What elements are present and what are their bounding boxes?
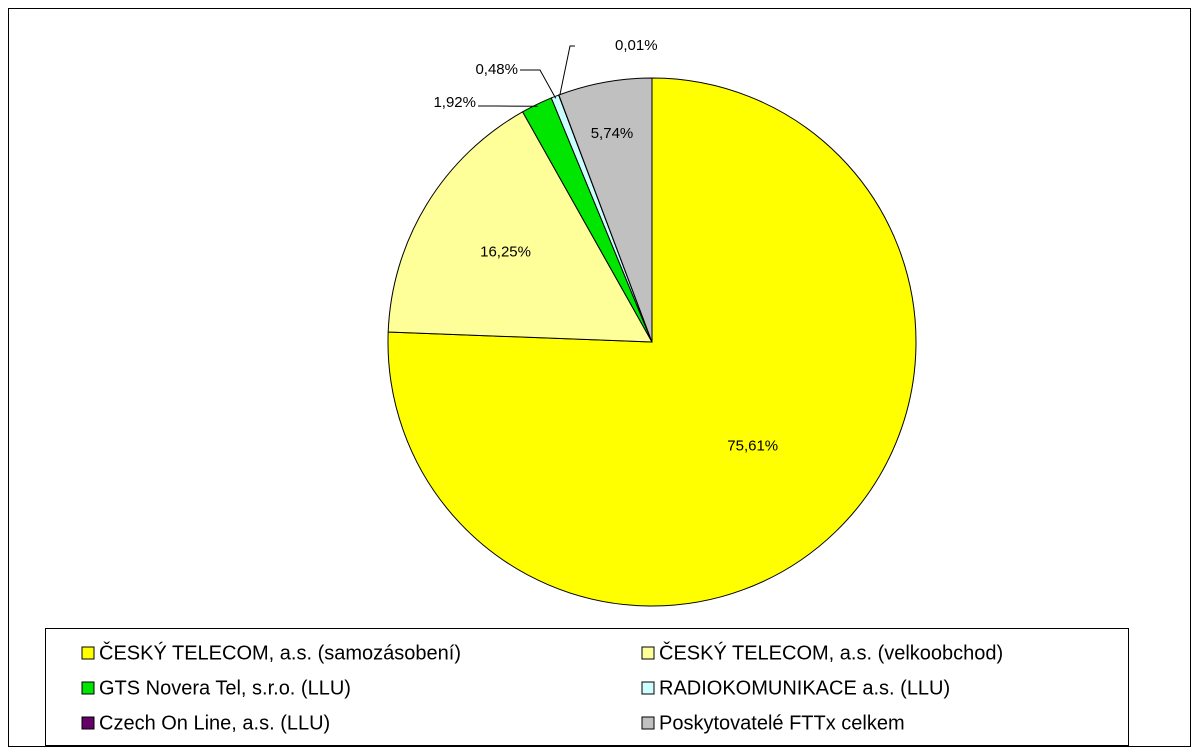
legend-label: Czech On Line, a.s. (LLU)	[99, 712, 330, 734]
legend-swatch	[641, 716, 655, 730]
legend-swatch	[81, 716, 95, 730]
leader-line	[520, 69, 557, 99]
value-label: 0,48%	[475, 61, 518, 78]
pie-slice	[558, 77, 653, 343]
value-label: 0,01%	[615, 37, 658, 54]
value-label: 5,74%	[591, 125, 634, 142]
legend-swatch	[641, 646, 655, 660]
value-label: 75,61%	[727, 438, 778, 455]
value-label: 16,25%	[480, 244, 531, 261]
pie-slice	[387, 111, 653, 343]
legend-box	[45, 628, 1129, 746]
legend-swatch	[81, 646, 95, 660]
leader-line	[558, 45, 575, 97]
legend-swatch	[81, 681, 95, 695]
legend-label: RADIOKOMUNIKACE a.s. (LLU)	[659, 677, 950, 699]
legend-label: ČESKÝ TELECOM, a.s. (velkoobchod)	[659, 641, 1003, 664]
legend-label: GTS Novera Tel, s.r.o. (LLU)	[99, 677, 351, 699]
legend-label: ČESKÝ TELECOM, a.s. (samozásobení)	[99, 641, 461, 664]
legend-label: Poskytovatelé FTTx celkem	[659, 712, 905, 734]
legend-swatch	[641, 681, 655, 695]
value-label: 1,92%	[433, 94, 476, 111]
